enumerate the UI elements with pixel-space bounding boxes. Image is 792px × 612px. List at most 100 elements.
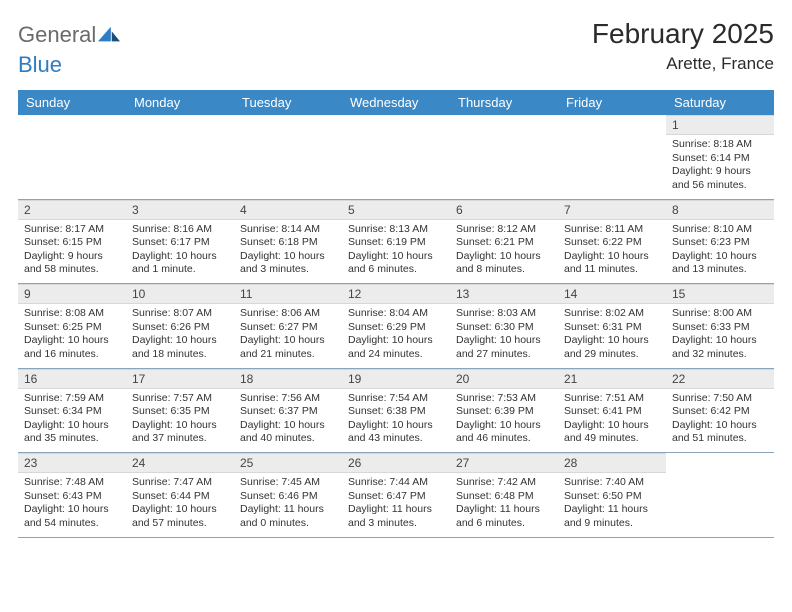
brand-logo: General: [18, 18, 122, 48]
day-detail-line: Sunset: 6:27 PM: [240, 321, 336, 334]
day-number: 4: [234, 200, 342, 220]
day-details: Sunrise: 7:53 AMSunset: 6:39 PMDaylight:…: [450, 392, 558, 446]
day-detail-line: and 57 minutes.: [132, 517, 228, 530]
day-number: 7: [558, 200, 666, 220]
day-number: 27: [450, 453, 558, 473]
day-detail-line: Sunset: 6:29 PM: [348, 321, 444, 334]
day-detail-line: and 37 minutes.: [132, 432, 228, 445]
day-details: Sunrise: 8:11 AMSunset: 6:22 PMDaylight:…: [558, 223, 666, 277]
day-detail-line: Sunrise: 8:12 AM: [456, 223, 552, 236]
day-details: Sunrise: 8:08 AMSunset: 6:25 PMDaylight:…: [18, 307, 126, 361]
day-detail-line: Daylight: 9 hours: [672, 165, 768, 178]
day-detail-line: Daylight: 10 hours: [348, 419, 444, 432]
day-detail-line: Sunset: 6:38 PM: [348, 405, 444, 418]
day-detail-line: and 3 minutes.: [348, 517, 444, 530]
day-detail-line: Sunrise: 7:53 AM: [456, 392, 552, 405]
day-number: 16: [18, 369, 126, 389]
month-title: February 2025: [592, 18, 774, 50]
week-row: 1Sunrise: 8:18 AMSunset: 6:14 PMDaylight…: [18, 115, 774, 200]
day-detail-line: Sunset: 6:21 PM: [456, 236, 552, 249]
day-detail-line: and 16 minutes.: [24, 348, 120, 361]
day-detail-line: Sunrise: 7:59 AM: [24, 392, 120, 405]
day-cell: [342, 115, 450, 199]
week-row: 16Sunrise: 7:59 AMSunset: 6:34 PMDayligh…: [18, 369, 774, 454]
brand-name-b: Blue: [18, 52, 62, 78]
day-number: 23: [18, 453, 126, 473]
weekday-header-row: SundayMondayTuesdayWednesdayThursdayFrid…: [18, 90, 774, 115]
day-cell: 2 Sunrise: 8:17 AMSunset: 6:15 PMDaylight…: [18, 200, 126, 284]
day-details: Sunrise: 7:51 AMSunset: 6:41 PMDaylight:…: [558, 392, 666, 446]
day-cell: 13Sunrise: 8:03 AMSunset: 6:30 PMDayligh…: [450, 284, 558, 368]
day-detail-line: Sunset: 6:30 PM: [456, 321, 552, 334]
brand-sail-icon: [98, 26, 120, 44]
day-detail-line: and 6 minutes.: [456, 517, 552, 530]
day-detail-line: and 54 minutes.: [24, 517, 120, 530]
day-detail-line: Daylight: 10 hours: [132, 334, 228, 347]
day-details: Sunrise: 8:02 AMSunset: 6:31 PMDaylight:…: [558, 307, 666, 361]
day-cell: 4 Sunrise: 8:14 AMSunset: 6:18 PMDaylight…: [234, 200, 342, 284]
day-detail-line: and 0 minutes.: [240, 517, 336, 530]
day-cell: 7 Sunrise: 8:11 AMSunset: 6:22 PMDaylight…: [558, 200, 666, 284]
day-detail-line: Sunrise: 7:44 AM: [348, 476, 444, 489]
day-detail-line: Sunrise: 7:45 AM: [240, 476, 336, 489]
day-detail-line: Sunrise: 8:07 AM: [132, 307, 228, 320]
day-detail-line: Sunrise: 8:10 AM: [672, 223, 768, 236]
day-detail-line: Sunrise: 7:42 AM: [456, 476, 552, 489]
day-detail-line: Daylight: 11 hours: [348, 503, 444, 516]
day-detail-line: Daylight: 10 hours: [240, 334, 336, 347]
weekday-header: Saturday: [666, 90, 774, 115]
day-cell: 28Sunrise: 7:40 AMSunset: 6:50 PMDayligh…: [558, 453, 666, 537]
day-details: Sunrise: 7:54 AMSunset: 6:38 PMDaylight:…: [342, 392, 450, 446]
day-number: 15: [666, 284, 774, 304]
day-cell: 16Sunrise: 7:59 AMSunset: 6:34 PMDayligh…: [18, 369, 126, 453]
day-detail-line: and 58 minutes.: [24, 263, 120, 276]
brand-name-a: General: [18, 22, 96, 48]
day-detail-line: and 24 minutes.: [348, 348, 444, 361]
day-detail-line: Sunrise: 8:13 AM: [348, 223, 444, 236]
weekday-header: Monday: [126, 90, 234, 115]
day-detail-line: and 51 minutes.: [672, 432, 768, 445]
day-detail-line: Sunrise: 7:47 AM: [132, 476, 228, 489]
day-detail-line: Sunset: 6:14 PM: [672, 152, 768, 165]
day-detail-line: Daylight: 10 hours: [24, 419, 120, 432]
day-number: 2: [18, 200, 126, 220]
day-number: 17: [126, 369, 234, 389]
day-detail-line: Daylight: 10 hours: [348, 250, 444, 263]
day-detail-line: Sunset: 6:33 PM: [672, 321, 768, 334]
day-details: Sunrise: 8:00 AMSunset: 6:33 PMDaylight:…: [666, 307, 774, 361]
day-cell: 6Sunrise: 8:12 AMSunset: 6:21 PMDaylight…: [450, 200, 558, 284]
day-cell: 18Sunrise: 7:56 AMSunset: 6:37 PMDayligh…: [234, 369, 342, 453]
day-detail-line: Sunset: 6:23 PM: [672, 236, 768, 249]
day-detail-line: Sunrise: 8:11 AM: [564, 223, 660, 236]
day-number: 12: [342, 284, 450, 304]
day-number: 28: [558, 453, 666, 473]
day-detail-line: Sunrise: 8:03 AM: [456, 307, 552, 320]
day-cell: 14Sunrise: 8:02 AMSunset: 6:31 PMDayligh…: [558, 284, 666, 368]
day-cell: [126, 115, 234, 199]
weekday-header: Sunday: [18, 90, 126, 115]
day-cell: [666, 453, 774, 537]
day-cell: 26Sunrise: 7:44 AMSunset: 6:47 PMDayligh…: [342, 453, 450, 537]
day-number: 25: [234, 453, 342, 473]
day-detail-line: Sunrise: 8:06 AM: [240, 307, 336, 320]
day-details: Sunrise: 8:14 AMSunset: 6:18 PMDaylight:…: [234, 223, 342, 277]
day-details: Sunrise: 8:07 AMSunset: 6:26 PMDaylight:…: [126, 307, 234, 361]
week-row: 23Sunrise: 7:48 AMSunset: 6:43 PMDayligh…: [18, 453, 774, 538]
day-detail-line: and 56 minutes.: [672, 179, 768, 192]
day-detail-line: Sunset: 6:46 PM: [240, 490, 336, 503]
day-details: Sunrise: 8:12 AMSunset: 6:21 PMDaylight:…: [450, 223, 558, 277]
day-cell: [18, 115, 126, 199]
day-cell: 21Sunrise: 7:51 AMSunset: 6:41 PMDayligh…: [558, 369, 666, 453]
day-detail-line: Daylight: 10 hours: [240, 419, 336, 432]
day-detail-line: Daylight: 10 hours: [132, 503, 228, 516]
day-detail-line: Sunset: 6:48 PM: [456, 490, 552, 503]
day-details: Sunrise: 8:17 AMSunset: 6:15 PMDaylight:…: [18, 223, 126, 277]
day-detail-line: and 35 minutes.: [24, 432, 120, 445]
day-details: Sunrise: 7:45 AMSunset: 6:46 PMDaylight:…: [234, 476, 342, 530]
day-cell: 11Sunrise: 8:06 AMSunset: 6:27 PMDayligh…: [234, 284, 342, 368]
day-detail-line: Daylight: 10 hours: [672, 334, 768, 347]
day-details: Sunrise: 7:56 AMSunset: 6:37 PMDaylight:…: [234, 392, 342, 446]
day-cell: 17Sunrise: 7:57 AMSunset: 6:35 PMDayligh…: [126, 369, 234, 453]
calendar-grid: SundayMondayTuesdayWednesdayThursdayFrid…: [18, 90, 774, 538]
day-detail-line: Sunrise: 7:54 AM: [348, 392, 444, 405]
